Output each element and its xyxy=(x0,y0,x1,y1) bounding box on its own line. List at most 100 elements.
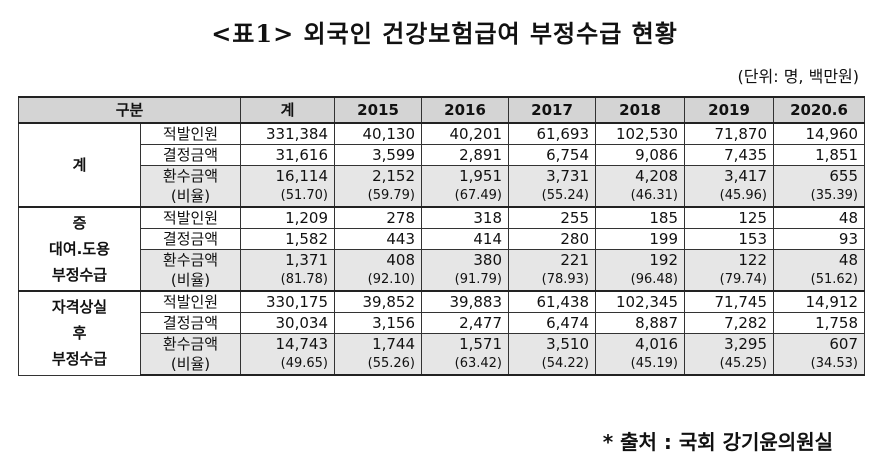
table-title: <표1> 외국인 건강보험급여 부정수급 현황 xyxy=(211,19,678,48)
table-cell: 40,130 xyxy=(334,122,423,145)
table-cell: (49.65) xyxy=(240,354,336,376)
table-cell: 1,951 xyxy=(421,165,510,186)
table-cell: 278 xyxy=(334,206,423,229)
table-cell: 39,883 xyxy=(421,290,510,313)
group-label: 증 대여.도용 부정수급 xyxy=(18,206,141,292)
table-cell: 221 xyxy=(508,249,597,270)
table-cell: 1,758 xyxy=(773,312,866,334)
table-cell: (67.49) xyxy=(421,186,510,208)
table-cell: 48 xyxy=(773,206,866,229)
header-2017: 2017 xyxy=(508,96,597,124)
table-cell: 102,345 xyxy=(595,290,686,313)
table-cell: 330,175 xyxy=(240,290,336,313)
table-cell: (35.39) xyxy=(773,186,866,208)
row-label: 결정금액 xyxy=(139,144,242,166)
table-cell: 9,086 xyxy=(595,144,686,166)
table-row: (비율) (51.70) (59.79) (67.49) (55.24) (46.31)(… xyxy=(19,186,866,208)
header-2019: 2019 xyxy=(684,96,775,124)
table-row: 결정금액 31,616 3,599 2,891 6,754 9,086 7,435 1,851 xyxy=(19,144,866,166)
table-cell: 3,156 xyxy=(334,312,423,334)
header-2018: 2018 xyxy=(595,96,686,124)
group-label-line: 자격상실 xyxy=(51,298,108,317)
group-label-line: 계 xyxy=(72,156,87,174)
table-cell: (78.93) xyxy=(508,270,597,292)
table-cell: (51.70) xyxy=(240,186,336,208)
table-cell: 3,599 xyxy=(334,144,423,166)
table-cell: 14,912 xyxy=(773,290,866,313)
table-cell: 153 xyxy=(684,228,775,250)
table-cell: 6,474 xyxy=(508,312,597,334)
row-label: 적발인원 xyxy=(139,122,242,145)
table-cell: (45.19) xyxy=(595,354,686,376)
table-cell: 14,960 xyxy=(773,122,866,145)
table-cell: 125 xyxy=(684,206,775,229)
table-cell: 331,384 xyxy=(240,122,336,145)
table-cell: 1,209 xyxy=(240,206,336,229)
table-row: 결정금액 1,582 443 414 280 199 153 93 xyxy=(19,228,866,250)
table-body: 계 적발인원 331,384 40,130 40,201 61,693 102,530 71,… xyxy=(18,122,866,376)
row-label: (비율) xyxy=(139,354,242,376)
table-cell: (55.26) xyxy=(334,354,423,376)
table-cell: 443 xyxy=(334,228,423,250)
table-cell: (63.42) xyxy=(421,354,510,376)
table-cell: 7,435 xyxy=(684,144,775,166)
table-cell: 3,731 xyxy=(508,165,597,186)
row-label: 결정금액 xyxy=(139,312,242,334)
row-label: (비율) xyxy=(139,186,242,208)
table-row: 결정금액 30,034 3,156 2,477 6,474 8,887 7,282 1,758 xyxy=(19,312,866,334)
table-cell: 185 xyxy=(595,206,686,229)
table-cell: 655 xyxy=(773,165,866,186)
table-cell: 93 xyxy=(773,228,866,250)
group-label-line: 부정수급 xyxy=(51,266,108,284)
table-row: 환수금액 14,743 1,744 1,571 3,510 4,016 3,295 607 xyxy=(19,333,866,354)
table-cell: (92.10) xyxy=(334,270,423,292)
table-cell: 7,282 xyxy=(684,312,775,334)
source-note: * 출처 : 국회 강기윤의원실 xyxy=(602,430,833,454)
header-2015: 2015 xyxy=(334,96,423,124)
table-cell: 3,510 xyxy=(508,333,597,354)
table-cell: 30,034 xyxy=(240,312,336,334)
table-cell: 2,152 xyxy=(334,165,423,186)
table-row: 증 대여.도용 부정수급 적발인원 1,209 278 318 255 185 125 48 xyxy=(18,206,866,292)
table-cell: 1,582 xyxy=(240,228,336,250)
table-cell: 71,745 xyxy=(684,290,775,313)
group-label-line: 증 xyxy=(72,214,87,232)
table-cell: (46.31) xyxy=(595,186,686,208)
unit-note: (단위: 명, 백만원) xyxy=(737,67,859,86)
row-label: 환수금액 xyxy=(139,165,242,186)
table-cell: 122 xyxy=(684,249,775,270)
table-cell: 4,016 xyxy=(595,333,686,354)
row-label: 환수금액 xyxy=(139,333,242,354)
table-row: 환수금액 1,371 408 380 221 192 122 48 xyxy=(19,249,866,270)
table-cell: (91.79) xyxy=(421,270,510,292)
table-cell: 61,438 xyxy=(508,290,597,313)
table-cell: (51.62) xyxy=(773,270,866,292)
table-cell: 6,754 xyxy=(508,144,597,166)
row-label: (비율) xyxy=(139,270,242,292)
header-2016: 2016 xyxy=(421,96,510,124)
fraud-table: 구분 계 2015 2016 2017 2018 2019 2020.6 계 적발… xyxy=(17,96,866,376)
table-cell: 71,870 xyxy=(684,122,775,145)
table-cell: 1,571 xyxy=(421,333,510,354)
table-cell: 4,208 xyxy=(595,165,686,186)
table-cell: (54.22) xyxy=(508,354,597,376)
group-label-line: 부정수급 xyxy=(51,350,108,369)
table-cell: 102,530 xyxy=(595,122,686,145)
header-total: 계 xyxy=(240,96,336,124)
table-cell: 1,744 xyxy=(334,333,423,354)
header-2020-6: 2020.6 xyxy=(773,96,866,124)
table-cell: 48 xyxy=(773,249,866,270)
table-cell: 39,852 xyxy=(334,290,423,313)
table-cell: 40,201 xyxy=(421,122,510,145)
table-cell: 16,114 xyxy=(240,165,336,186)
row-label: 적발인원 xyxy=(139,290,242,313)
table-cell: 8,887 xyxy=(595,312,686,334)
table-cell: 280 xyxy=(508,228,597,250)
table-cell: 61,693 xyxy=(508,122,597,145)
table-cell: (45.96) xyxy=(684,186,775,208)
group-label: 자격상실 후 부정수급 xyxy=(18,290,141,376)
table-cell: 414 xyxy=(421,228,510,250)
header-category: 구분 xyxy=(17,96,242,124)
table-cell: (79.74) xyxy=(684,270,775,292)
table-cell: 31,616 xyxy=(240,144,336,166)
